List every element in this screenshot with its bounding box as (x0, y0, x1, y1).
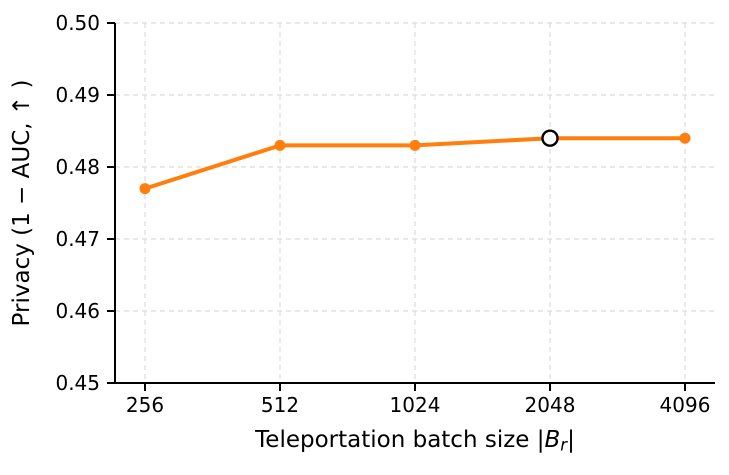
y-tick-label: 0.45 (55, 371, 100, 395)
x-tick-label: 512 (260, 393, 300, 417)
y-axis-title: Privacy (1 − AUC, ↑ ) (9, 79, 35, 327)
x-tick-label: 1024 (389, 393, 441, 417)
x-axis-title-bar-close: | (567, 427, 575, 453)
data-point-marker (139, 183, 151, 195)
y-tick-label: 0.49 (55, 83, 100, 107)
x-axis-title-subscript: r (560, 435, 568, 455)
x-axis-title-symbol: B (544, 427, 561, 453)
x-tick-label: 4096 (659, 393, 711, 417)
y-tick-label: 0.47 (55, 227, 100, 251)
highlight-marker (541, 129, 559, 147)
y-tick-label: 0.48 (55, 155, 100, 179)
x-axis-title: Teleportation batch size |Br| (115, 427, 715, 455)
y-tick-label: 0.50 (55, 11, 100, 35)
data-point-marker (409, 139, 421, 151)
data-point-marker (679, 132, 691, 144)
x-axis-title-text: Teleportation batch size (255, 427, 537, 453)
plot-area (107, 22, 715, 391)
y-tick-label: 0.46 (55, 299, 100, 323)
x-tick-label: 256 (125, 393, 165, 417)
x-tick-label: 2048 (524, 393, 576, 417)
x-axis-title-bar-open: | (536, 427, 545, 453)
data-point-marker (274, 139, 286, 151)
